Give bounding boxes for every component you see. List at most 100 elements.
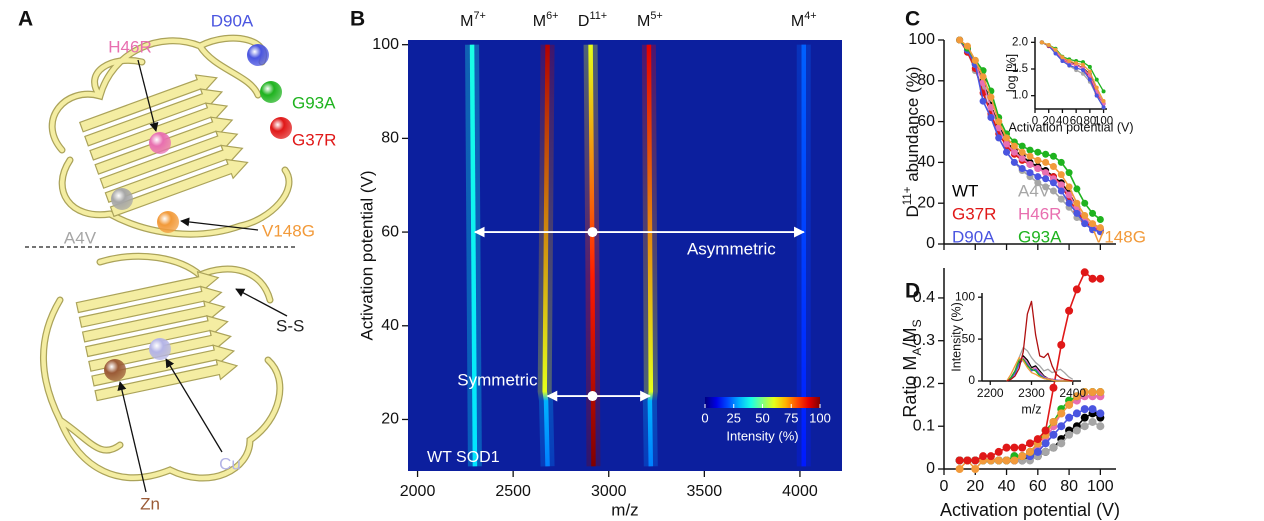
x-tick-label: 80 bbox=[1083, 116, 1096, 128]
x-tick-label: 3000 bbox=[591, 483, 627, 500]
data-point bbox=[1074, 65, 1079, 70]
data-point bbox=[979, 73, 987, 81]
x-tick-label: 100 bbox=[1094, 116, 1113, 128]
x-tick-label: 60 bbox=[1070, 116, 1083, 128]
data-point bbox=[1072, 285, 1081, 294]
data-point bbox=[1033, 435, 1042, 444]
data-point bbox=[1042, 150, 1050, 158]
data-point bbox=[1065, 183, 1073, 191]
data-point bbox=[1087, 77, 1092, 82]
data-point bbox=[1002, 456, 1011, 465]
residue-sphere bbox=[111, 188, 133, 210]
data-point bbox=[1081, 220, 1089, 228]
data-point bbox=[1002, 443, 1011, 452]
peak-label: M4+ bbox=[791, 10, 817, 30]
colorbar-label: Intensity (%) bbox=[726, 428, 798, 443]
residue-sphere bbox=[260, 81, 282, 103]
data-point bbox=[971, 456, 980, 465]
data-point bbox=[1010, 142, 1018, 150]
y-axis-label-part: 11+ bbox=[902, 186, 914, 205]
panel-label: C bbox=[905, 8, 920, 31]
data-point bbox=[1057, 340, 1066, 349]
data-point bbox=[1072, 392, 1081, 401]
peak-label: D11+ bbox=[578, 10, 607, 30]
data-point bbox=[1026, 169, 1034, 177]
x-tick-label: 0 bbox=[1032, 116, 1038, 128]
residue-sphere bbox=[247, 44, 269, 66]
data-point bbox=[1067, 63, 1072, 68]
y-tick-label: 40 bbox=[381, 317, 399, 334]
data-point bbox=[963, 456, 972, 465]
peak-label-part: 4+ bbox=[804, 10, 816, 22]
peak-label-part: 7+ bbox=[473, 10, 485, 22]
data-point bbox=[1026, 152, 1034, 160]
y-axis-label: Activation potential (V) bbox=[357, 170, 376, 340]
data-point bbox=[963, 42, 971, 50]
pointer-arrow bbox=[235, 288, 288, 317]
data-point bbox=[1065, 400, 1074, 409]
residue-label: Cu bbox=[219, 454, 241, 473]
y-tick-label: 0.3 bbox=[913, 332, 935, 349]
data-point bbox=[1018, 154, 1026, 162]
data-point bbox=[1049, 383, 1058, 392]
upper-subunit bbox=[48, 34, 293, 238]
colorbar-tick-label: 25 bbox=[727, 410, 741, 425]
residue-sphere bbox=[104, 359, 126, 381]
data-point bbox=[1049, 430, 1058, 439]
data-point bbox=[1057, 422, 1066, 431]
lower-subunit bbox=[40, 252, 284, 482]
heatmap bbox=[465, 44, 811, 467]
data-point bbox=[1003, 134, 1011, 142]
residue-sphere bbox=[157, 211, 179, 233]
data-point bbox=[994, 456, 1003, 465]
series-line bbox=[1041, 41, 1105, 108]
residue-sphere bbox=[270, 117, 292, 139]
legend-entry: WT bbox=[952, 181, 978, 200]
data-point bbox=[1034, 156, 1042, 164]
data-point bbox=[1060, 59, 1065, 63]
x-tick-label: 2300 bbox=[1018, 386, 1045, 400]
data-point bbox=[1018, 443, 1027, 452]
data-point bbox=[1057, 439, 1066, 448]
x-tick-label: 40 bbox=[1056, 116, 1069, 128]
data-point bbox=[971, 56, 979, 64]
data-point bbox=[1053, 47, 1058, 52]
y-tick-label: 50 bbox=[962, 331, 976, 345]
data-point bbox=[1018, 165, 1026, 173]
panel-label: A bbox=[18, 8, 33, 31]
data-point bbox=[1096, 274, 1105, 283]
y-tick-label: 1.5 bbox=[1012, 63, 1028, 75]
data-point bbox=[1057, 171, 1065, 179]
series-line bbox=[1006, 356, 1073, 382]
data-point bbox=[1041, 447, 1050, 456]
series-line bbox=[1041, 41, 1105, 105]
peak-label-part: 6+ bbox=[546, 10, 558, 22]
data-point bbox=[1057, 187, 1065, 195]
peak-label: M7+ bbox=[460, 10, 486, 30]
y-tick-label: 100 bbox=[955, 289, 975, 303]
y-axis-label-part: Ratio M bbox=[900, 356, 920, 418]
data-point bbox=[1081, 199, 1089, 207]
y-tick-label: 2.0 bbox=[1012, 36, 1028, 48]
y-tick-label: 100 bbox=[372, 36, 399, 53]
residue-label: D90A bbox=[211, 11, 254, 30]
data-point bbox=[1034, 179, 1042, 187]
residue-label: G93A bbox=[292, 93, 336, 112]
data-point bbox=[1042, 158, 1050, 166]
y-tick-label: 0 bbox=[926, 460, 935, 477]
data-point bbox=[1010, 443, 1019, 452]
peak-label-part: M bbox=[637, 13, 650, 30]
series-line bbox=[1041, 41, 1105, 104]
data-point bbox=[1089, 220, 1097, 228]
data-point bbox=[1088, 405, 1097, 414]
series-line bbox=[1006, 300, 1073, 382]
data-point bbox=[1080, 388, 1089, 397]
peak-label-part: 11+ bbox=[589, 10, 607, 22]
legend-entry: V148G bbox=[1093, 227, 1146, 246]
data-point bbox=[979, 97, 987, 105]
colorbar-tick-label: 100 bbox=[809, 410, 831, 425]
data-point bbox=[1057, 158, 1065, 166]
data-point bbox=[1049, 417, 1058, 426]
y-tick-label: 20 bbox=[381, 411, 399, 428]
